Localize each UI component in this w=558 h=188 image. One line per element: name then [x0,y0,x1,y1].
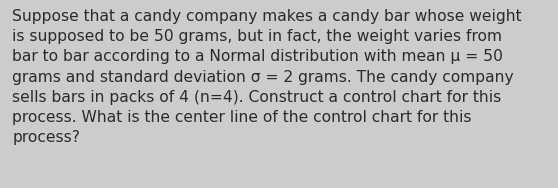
Text: Suppose that a candy company makes a candy bar whose weight
is supposed to be 50: Suppose that a candy company makes a can… [12,9,522,145]
